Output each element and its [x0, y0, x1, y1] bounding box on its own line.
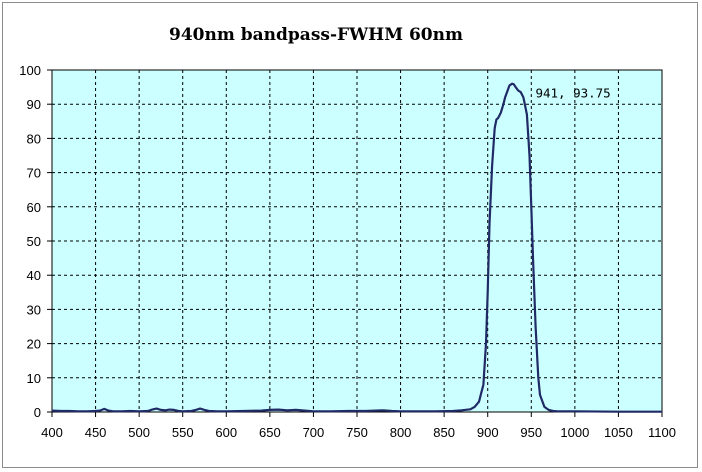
y-tick-label: 70 — [27, 166, 41, 181]
x-tick-label: 900 — [477, 425, 499, 440]
y-tick-label: 100 — [19, 63, 41, 78]
x-tick-label: 800 — [390, 425, 412, 440]
annotations: 941, 93.75 — [535, 85, 610, 100]
x-axis: 400 450 500 550 600 650 700 750 800 850 900 950 1000… — [41, 412, 676, 440]
x-tick-label: 500 — [128, 425, 150, 440]
y-tick-label: 50 — [27, 234, 41, 249]
x-tick-label: 1000 — [560, 425, 589, 440]
data-label: 941, 93.75 — [535, 85, 610, 100]
x-tick-label: 600 — [215, 425, 237, 440]
x-tick-label: 750 — [346, 425, 368, 440]
x-tick-label: 1100 — [648, 425, 676, 440]
y-tick-label: 30 — [27, 302, 41, 317]
y-tick-label: 20 — [27, 337, 41, 352]
x-tick-label: 450 — [85, 425, 107, 440]
y-tick-label: 10 — [27, 371, 41, 386]
x-tick-label: 950 — [520, 425, 542, 440]
x-tick-label: 700 — [303, 425, 325, 440]
y-tick-label: 60 — [27, 200, 41, 215]
transmission-curve — [51, 82, 662, 413]
x-tick-label: 850 — [433, 425, 455, 440]
x-tick-label: 650 — [259, 425, 281, 440]
x-tick-label: 550 — [172, 425, 194, 440]
y-tick-label: 0 — [34, 405, 41, 420]
y-tick-label: 80 — [27, 131, 41, 146]
chart-title: 940nm bandpass-FWHM 60nm — [169, 25, 463, 45]
y-tick-label: 40 — [27, 268, 41, 283]
y-axis: 0 10 20 30 40 50 60 70 80 90 100 — [19, 63, 52, 420]
y-tick-label: 90 — [27, 97, 41, 112]
x-tick-label: 1050 — [604, 425, 633, 440]
x-tick-label: 400 — [41, 425, 63, 440]
